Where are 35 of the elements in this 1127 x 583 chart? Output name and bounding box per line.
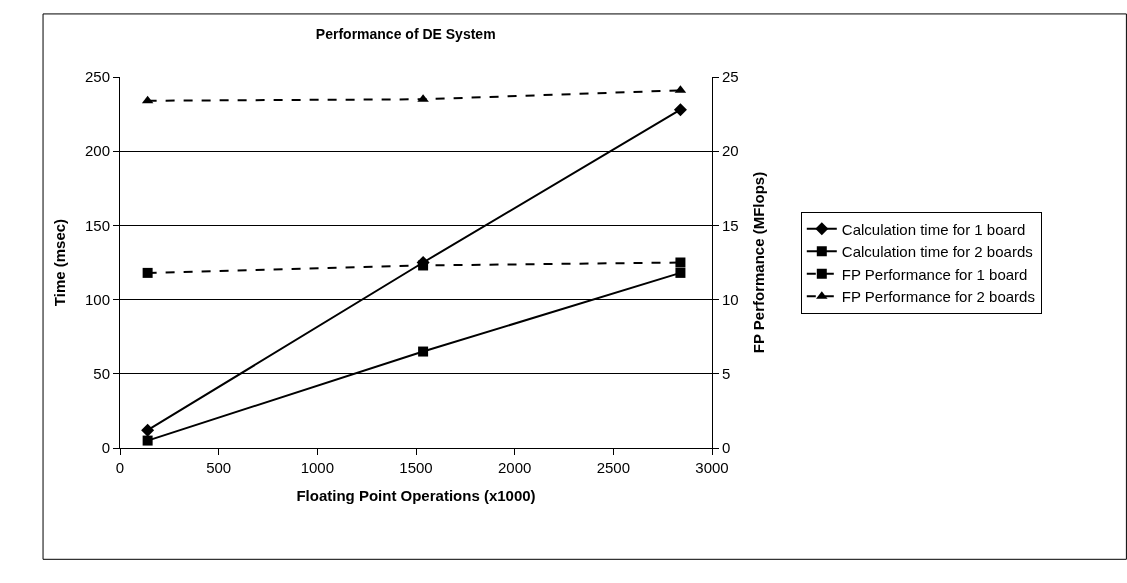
point [141,423,155,437]
y-tick-label: 150 [84,216,110,234]
y2-tick-label: 10 [722,290,739,308]
y-tick-label: 200 [84,142,110,160]
y-tick-label: 0 [101,439,110,457]
y-tick-label: 50 [93,365,110,383]
point [418,260,429,271]
y2-axis-title: FP Performance (MFlops) [749,171,767,354]
point [142,267,153,278]
y2-tick-label: 15 [722,216,739,234]
point [142,435,153,446]
point [418,346,429,357]
x-tick-label: 2500 [596,459,631,476]
legend-label: Calculation time for 2 boards [841,243,1033,261]
x-tick-label: 3000 [695,459,729,476]
x-tick-label: 0 [115,459,125,476]
y-axis-title: Time (msec) [51,218,69,307]
point [675,257,686,268]
y2-tick-label: 5 [722,365,731,383]
y2-tick-label: 0 [722,439,731,457]
y-tick-label: 250 [84,68,110,86]
x-tick-label: 1000 [300,459,335,476]
y2-tick-label: 20 [722,142,739,160]
legend-label: FP Performance for 2 boards [841,288,1035,306]
chart-title: Performance of DE System [315,25,496,42]
x-axis-title: Floating Point Operations (x1000) [296,487,536,504]
x-tick-label: 500 [206,459,232,476]
point [675,267,686,278]
point [673,103,687,117]
x-tick-label: 2000 [497,459,532,476]
y2-tick-label: 25 [722,68,739,86]
x-tick-label: 1500 [399,459,433,476]
legend-label: Calculation time for 1 board [841,220,1026,238]
legend-label: FP Performance for 1 board [841,265,1028,283]
y-tick-label: 100 [84,290,110,308]
